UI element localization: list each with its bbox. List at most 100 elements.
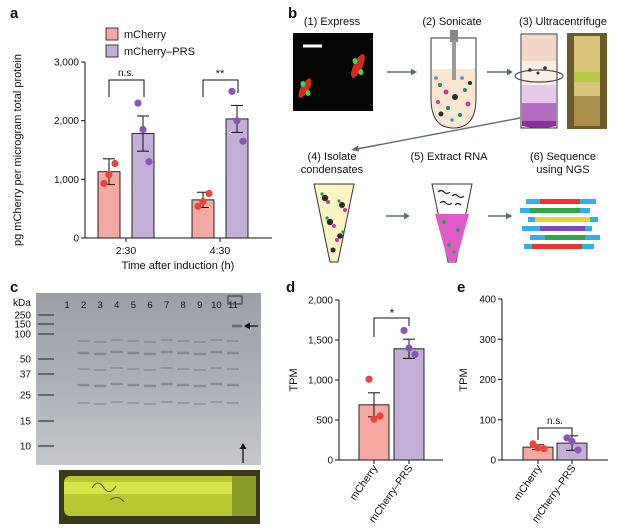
e-bars-1-point (568, 437, 576, 446)
gel-marker-label: 10 (20, 442, 32, 453)
cell-2 (351, 54, 365, 78)
d-bars-1-point (400, 326, 408, 334)
pellet-arrow-icon (239, 443, 247, 449)
panel-e-ylabel: TPM (458, 368, 470, 391)
panel-e-label: e (457, 279, 465, 296)
gel-lane-label: 8 (181, 300, 186, 311)
panel-a-xlabel: Time after induction (h) (122, 260, 235, 272)
gel-image (36, 293, 261, 465)
d-bars-0-point (376, 412, 384, 420)
a-xtick-label: 2:30 (116, 245, 137, 257)
e-bars-1-point (574, 446, 582, 454)
panel-d-ylabel: TPM (288, 368, 300, 391)
step-4-label-b: condensates (301, 164, 364, 176)
a-mcherry-1-point (194, 202, 202, 210)
a-ytick-label: 3,000 (54, 58, 79, 69)
d-bars-ytick-label: 1,500 (308, 336, 333, 347)
d-bars-0-point (365, 375, 373, 383)
a-xtick-label: 4:30 (210, 245, 231, 257)
panel-b-workflow: b (1) Express (2) Sonicate (3) Ultracent… (288, 5, 607, 263)
gel-lane-label: 11 (228, 300, 238, 311)
ultracentrifuge-photo (567, 33, 607, 129)
step-5-label: (5) Extract RNA (410, 151, 488, 163)
e-bars-ytick-label: 100 (479, 415, 496, 426)
a-prs-1-point (233, 117, 241, 125)
gel-marker-label: 100 (14, 330, 31, 341)
a-mcherry-0-point (111, 159, 119, 168)
d-bars-ytick-label: 1,000 (308, 376, 333, 387)
e-bars-0-point (529, 440, 537, 448)
condensate-tube (313, 183, 355, 263)
panel-c-label: c (10, 279, 18, 296)
e-bars-ytick-label: 300 (479, 335, 496, 346)
d-bars-ytick-label: 0 (327, 456, 333, 467)
gel-marker-label: 250 (14, 311, 31, 322)
a-ytick-label: 0 (73, 234, 79, 245)
panel-b-label: b (288, 5, 297, 22)
gel-lane-label: 6 (147, 300, 152, 311)
panel-d-label: d (286, 279, 295, 296)
d-bars-ytick-label: 500 (316, 416, 333, 427)
ultracentrifuge-tube (514, 33, 564, 129)
gel-lane-label: 4 (114, 300, 119, 311)
e-bars-ytick-label: 200 (479, 375, 496, 386)
gel-lane-label: 3 (98, 300, 103, 311)
gel-lane-label: 2 (81, 300, 86, 311)
d-bars-0-point (370, 415, 378, 423)
gel-lane-label: 7 (164, 300, 169, 311)
rna-tube (431, 183, 473, 263)
legend-swatch-mcherry (105, 27, 119, 41)
legend-label-mcherry: mCherry (124, 29, 167, 41)
gel-unit: kDa (13, 298, 31, 309)
step-6-label-b: using NGS (536, 164, 589, 176)
panel-a-label: a (10, 5, 19, 22)
gel-marker-label: 15 (20, 417, 32, 428)
step-4-label-a: (4) Isolate (308, 151, 357, 163)
step-6-label-a: (6) Sequence (530, 151, 596, 163)
a-prs-1-point (239, 137, 247, 145)
legend-swatch-prs (105, 44, 119, 58)
step-2-label: (2) Sonicate (422, 16, 481, 28)
a-prs-0-point (134, 99, 142, 107)
sig-a-430: ** (216, 68, 225, 80)
d-bars-xtick-label: mCherry (348, 462, 381, 502)
e-bars-0-point (540, 445, 548, 453)
ngs-reads (520, 199, 600, 249)
tube-photo (59, 470, 260, 524)
sig-e: n.s. (547, 416, 563, 427)
a-mcherry-0-point (105, 171, 113, 179)
legend-label-prs: mCherry–PRS (124, 46, 195, 58)
a-mcherry-1-point (199, 198, 207, 206)
panel-a-ylabel: pg mCherry per microgram total protein (12, 54, 24, 246)
gel-marker-label: 25 (20, 391, 32, 402)
cell-1 (298, 78, 312, 98)
a-ytick-label: 2,000 (54, 116, 79, 127)
a-prs-1-bar (225, 118, 249, 239)
sonicate-tube (430, 30, 477, 129)
gel-marker-label: 50 (20, 355, 32, 366)
sig-d: * (390, 306, 395, 320)
panel-a: a pg mCherry per microgram total protein… (10, 5, 272, 272)
band-arrow-icon (244, 322, 250, 330)
e-bars-1-point (563, 434, 571, 442)
d-bars-1-bar (393, 348, 425, 461)
e-bars-xtick-label: mCherry (512, 462, 545, 502)
gel-marker-label: 150 (14, 320, 31, 331)
gel-lane-label: 5 (131, 300, 136, 311)
gel-lane-label: 10 (211, 300, 222, 311)
a-prs-0-point (145, 158, 153, 166)
step-3-label: (3) Ultracentrifuge (519, 16, 607, 28)
a-mcherry-0-point (100, 179, 108, 188)
a-mcherry-1-point (205, 189, 213, 198)
e-bars-ytick-label: 0 (490, 456, 496, 467)
step-1-label: (1) Express (304, 16, 361, 28)
gel-lane-11-box (227, 295, 243, 305)
a-ytick-label: 1,000 (54, 175, 79, 186)
d-bars-1-point (405, 344, 413, 352)
e-bars-0-point (534, 444, 542, 452)
d-bars-ytick-label: 2,000 (308, 296, 333, 307)
